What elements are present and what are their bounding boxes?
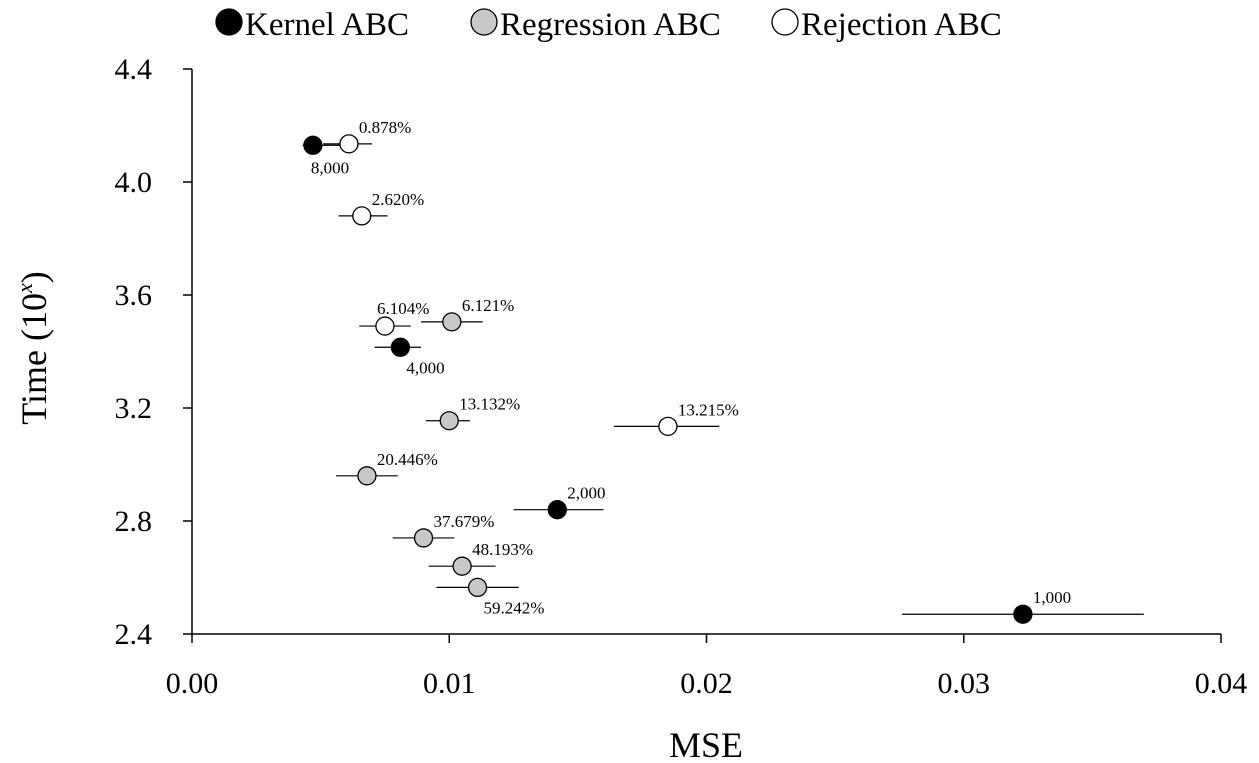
rejection-abc-series: 0.878% 2.620% 6.104% 13.215% — [323, 118, 739, 437]
regression-abc-data-label: 6.121% — [462, 296, 514, 315]
x-tick-label: 0.00 — [166, 667, 219, 700]
x-tick-label: 0.03 — [938, 667, 991, 700]
x-tick-label: 0.01 — [423, 667, 476, 700]
y-tick-label: 2.8 — [115, 505, 153, 538]
y-axis-title-main: Time (10 — [14, 293, 54, 425]
kernel-abc-data-label: 8,000 — [311, 158, 349, 177]
regression-abc-point — [439, 411, 459, 431]
y-tick-label: 4.0 — [115, 166, 153, 199]
regression-abc-data-label: 37.679% — [434, 512, 495, 531]
y-axis-title-close: ) — [14, 271, 54, 283]
rejection-abc-data-label: 2.620% — [372, 190, 424, 209]
rejection-abc-data-label: 13.215% — [678, 400, 739, 419]
kernel-abc-point — [303, 135, 323, 155]
kernel-abc-point — [390, 337, 411, 357]
legend-marker-rejection-abc — [771, 8, 799, 36]
axes: 2.42.83.23.64.04.4 0.00 0.01 0.02 0.03 0.04 … — [12, 53, 1247, 763]
regression-abc-data-label: 13.132% — [459, 395, 520, 414]
kernel-abc-data-label: 4,000 — [406, 358, 444, 377]
y-tick-label: 2.4 — [115, 618, 153, 651]
regression-abc-series: 6.121% 13.132% 20.446% 37.679% 48.193% 59.242… — [336, 296, 545, 617]
rejection-abc-point — [339, 134, 359, 154]
legend-label-regression-abc: Regression ABC — [500, 7, 721, 43]
y-axis-title-superscript: x — [12, 283, 37, 294]
regression-abc-data-label: 59.242% — [484, 598, 545, 617]
y-ticks: 2.4 2.8 3.2 3.6 4.0 4.4 — [115, 53, 192, 651]
legend: Kernel ABC Regression ABC Rejection ABC — [215, 7, 1002, 43]
rejection-abc-data-label: 6.104% — [377, 299, 429, 318]
plot-area: 8,000 4,000 2,000 1,000 6.121% 13.132% 20.446%… — [302, 118, 1144, 624]
rejection-abc-point — [658, 416, 678, 437]
kernel-abc-data-label: 2,000 — [567, 484, 605, 503]
kernel-abc-point — [547, 500, 567, 520]
y-axis-title: Time (10x) — [12, 271, 54, 424]
regression-abc-point — [467, 577, 488, 598]
legend-label-rejection-abc: Rejection ABC — [801, 7, 1002, 43]
rejection-abc-point — [352, 206, 372, 226]
x-tick-label: 0.04 — [1195, 667, 1248, 700]
y-tick-label: 4.4 — [115, 53, 153, 86]
kernel-abc-data-label: 1,000 — [1033, 588, 1071, 607]
y-tick-label: 3.2 — [115, 392, 153, 425]
x-ticks: 0.00 0.01 0.02 0.03 0.04 — [166, 634, 1248, 700]
y-tick-label: 3.6 — [115, 279, 153, 312]
regression-abc-point — [357, 466, 377, 486]
regression-abc-point — [452, 556, 472, 576]
kernel-abc-series: 8,000 4,000 2,000 1,000 — [302, 135, 1144, 624]
legend-label-kernel-abc: Kernel ABC — [245, 7, 409, 43]
rejection-abc-data-label: 0.878% — [359, 118, 411, 137]
legend-marker-regression-abc — [470, 8, 498, 36]
regression-abc-data-label: 48.193% — [472, 540, 533, 559]
x-axis-title: MSE — [669, 725, 743, 763]
regression-abc-point — [442, 312, 462, 332]
legend-marker-kernel-abc — [215, 8, 243, 36]
regression-abc-data-label: 20.446% — [377, 450, 438, 469]
rejection-abc-point — [375, 316, 395, 336]
x-tick-label: 0.02 — [680, 667, 733, 700]
kernel-abc-point — [1013, 604, 1033, 624]
regression-abc-point — [413, 528, 434, 548]
